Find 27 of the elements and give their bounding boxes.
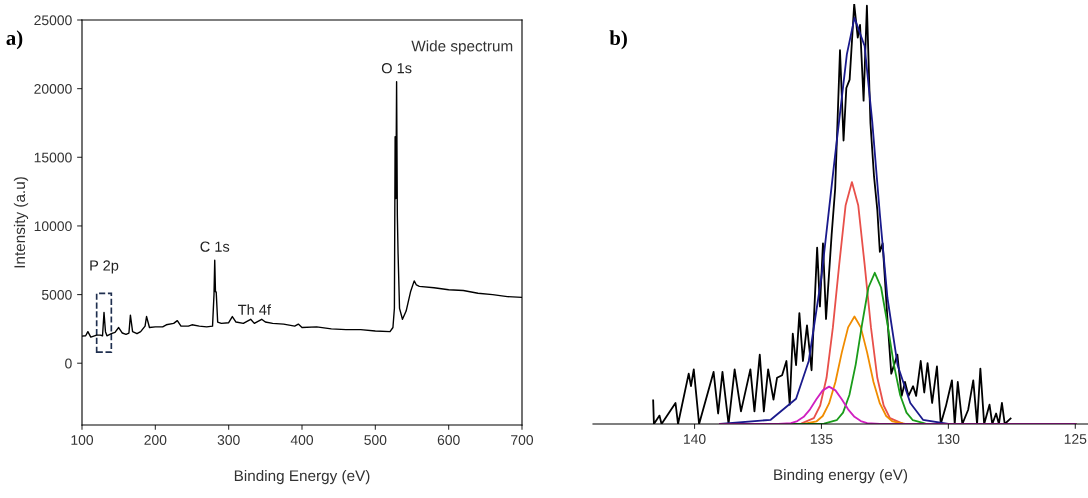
annotation: P 2p [90, 260, 119, 274]
annotation: Wide spectrum [411, 40, 513, 55]
annotation: C 1s [200, 241, 230, 252]
y-tick-label: 20000 [34, 83, 72, 94]
y-axis-title: Intensity (a.u) [13, 177, 29, 268]
x-tick-label: 130 [937, 434, 960, 444]
annotation: Th 4f [238, 304, 271, 315]
x-tick-label: 135 [810, 434, 833, 444]
x-axis-title: Binding energy (eV) [774, 468, 908, 484]
x-tick-label: 200 [144, 435, 167, 445]
x-tick-label: 600 [437, 435, 460, 445]
x-tick-label: 300 [217, 435, 240, 445]
x-tick-label: 140 [684, 434, 706, 444]
y-tick-label: 5000 [41, 289, 72, 300]
annotation: O 1s [381, 63, 412, 74]
x-axis-title: Binding Energy (eV) [234, 469, 370, 485]
x-tick-label: 400 [290, 435, 314, 445]
y-tick-label: 10000 [34, 221, 72, 232]
x-tick-label: 100 [71, 435, 94, 445]
x-tick-label: 500 [364, 435, 387, 445]
y-tick-label: 0 [65, 358, 72, 369]
y-tick-label: 15000 [34, 152, 72, 163]
y-tick-label: 25000 [34, 15, 72, 26]
x-tick-label: 700 [511, 435, 534, 445]
x-tick-label: 125 [1064, 434, 1087, 444]
chart-title: a) [6, 30, 23, 50]
text: b) [609, 30, 627, 50]
